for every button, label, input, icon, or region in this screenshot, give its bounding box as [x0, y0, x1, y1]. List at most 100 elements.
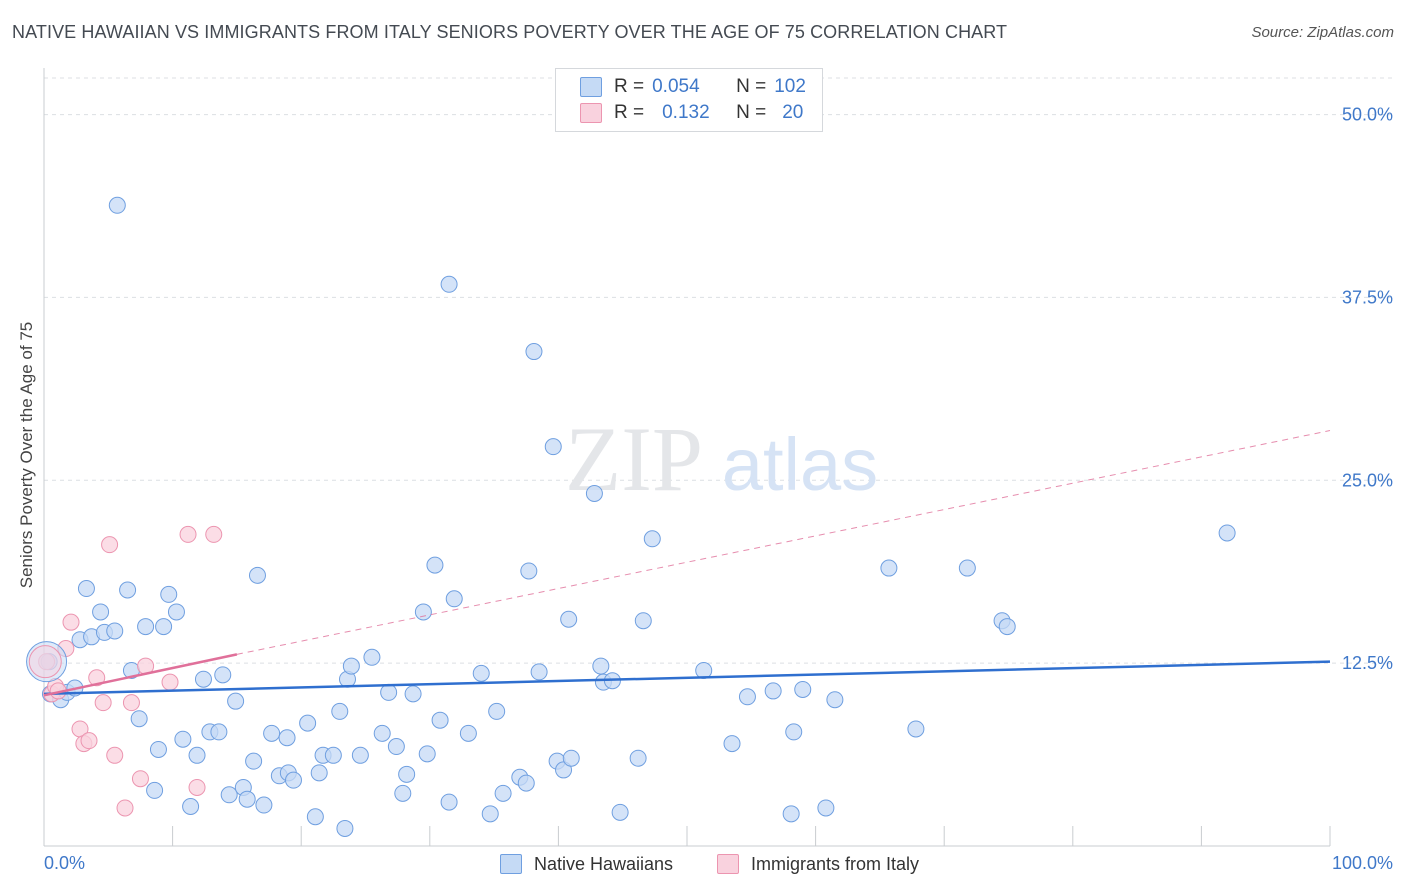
native-hawaiians-point — [182, 798, 200, 816]
bottom-legend-label: Immigrants from Italy — [751, 853, 920, 874]
native-hawaiians-point — [167, 603, 185, 621]
native-hawaiians-point — [342, 657, 360, 675]
y-axis-label: Seniors Poverty Over the Age of 75 — [17, 321, 36, 589]
immigrants-italy-point — [179, 525, 197, 543]
immigrants-italy-point — [88, 669, 106, 687]
native-hawaiians-point — [398, 765, 416, 783]
native-hawaiians-point — [998, 618, 1016, 636]
native-hawaiians-point — [517, 774, 535, 792]
r-value: 0.132 — [662, 102, 710, 123]
native-hawaiians-point — [431, 711, 449, 729]
native-hawaiians-point — [544, 438, 562, 456]
y-tick-label: 50.0% — [1342, 105, 1393, 125]
native-hawaiians-point — [324, 746, 342, 764]
native-hawaiians-point — [1218, 524, 1236, 542]
immigrants-italy-point — [94, 694, 112, 712]
native-hawaiians-point — [155, 618, 173, 636]
native-hawaiians-point — [440, 275, 458, 293]
native-hawaiians-point — [738, 688, 756, 706]
legend-row-immigrants-italy: R = 0.132 N = 20 — [580, 101, 803, 125]
native-hawaiians-point — [351, 746, 369, 764]
native-hawaiians-point — [238, 790, 256, 808]
native-hawaiians-point — [227, 692, 245, 710]
native-hawaiians-point — [414, 603, 432, 621]
native-hawaiians-point — [785, 723, 803, 741]
native-hawaiians-point — [643, 530, 661, 548]
immigrants-italy-trendline-projection — [236, 430, 1331, 655]
native-hawaiians-point — [210, 723, 228, 741]
native-hawaiians-point — [494, 784, 512, 802]
native-hawaiians-point — [336, 819, 354, 837]
r-value: 0.054 — [652, 76, 700, 97]
y-tick-label: 37.5% — [1342, 287, 1393, 307]
native-hawaiians-point — [160, 585, 178, 603]
native-hawaiians-point — [194, 670, 212, 688]
native-hawaiians-point — [174, 730, 192, 748]
native-hawaiians-point — [880, 559, 898, 577]
immigrants-italy-point — [188, 778, 206, 796]
native-hawaiians-point — [263, 724, 281, 742]
native-hawaiians-point — [488, 702, 506, 720]
native-hawaiians-point — [481, 805, 499, 823]
r-label: R = — [614, 76, 645, 97]
native-hawaiians-point — [248, 566, 266, 584]
native-hawaiians-point — [826, 691, 844, 709]
legend-row-native-hawaiians: R = 0.054 N = 102 — [580, 75, 806, 99]
native-hawaiians-point — [629, 749, 647, 767]
native-hawaiians-point — [520, 562, 538, 580]
immigrants-italy-point — [106, 746, 124, 764]
native-hawaiians-point — [426, 556, 444, 574]
native-hawaiians-point — [418, 745, 436, 763]
n-value: 102 — [774, 76, 806, 97]
native-hawaiians-point — [284, 771, 302, 789]
native-hawaiians-point — [723, 735, 741, 753]
watermark-atlas: atlas — [722, 423, 878, 506]
native-hawaiians-point — [255, 796, 273, 814]
n-label: N = — [736, 102, 767, 123]
native-hawaiians-point — [188, 746, 206, 764]
bottom-legend-label: Native Hawaiians — [534, 853, 674, 874]
immigrants-italy-point — [116, 799, 134, 817]
native-hawaiians-point — [130, 710, 148, 728]
native-hawaiians-point — [585, 484, 603, 502]
native-hawaiians-point — [611, 803, 629, 821]
native-hawaiians-point — [404, 685, 422, 703]
native-hawaiians-point — [592, 657, 610, 675]
native-hawaiians-point — [299, 714, 317, 732]
native-hawaiians-point — [306, 808, 324, 826]
immigrants-italy-point — [101, 536, 119, 554]
native-hawaiians-point — [149, 740, 167, 758]
native-hawaiians-point — [459, 724, 477, 742]
watermark-zip: ZIP — [565, 408, 703, 510]
native-hawaiians-point — [782, 805, 800, 823]
native-hawaiians-point — [764, 682, 782, 700]
native-hawaiians-point — [106, 622, 124, 640]
native-hawaiians-point — [817, 799, 835, 817]
native-hawaiians-point — [245, 752, 263, 770]
native-hawaiians-point — [387, 738, 405, 756]
blue-swatch-icon — [580, 77, 602, 97]
native-hawaiians-point — [530, 663, 548, 681]
native-hawaiians-point — [958, 559, 976, 577]
native-hawaiians-point — [331, 702, 349, 720]
native-hawaiians-point — [634, 612, 652, 630]
immigrants-italy-point — [205, 525, 223, 543]
pink-swatch-icon — [580, 103, 602, 123]
chart-title: NATIVE HAWAIIAN VS IMMIGRANTS FROM ITALY… — [12, 22, 1008, 42]
native-hawaiians-point — [445, 590, 463, 608]
y-tick-label: 25.0% — [1342, 470, 1393, 490]
native-hawaiians-point — [119, 581, 137, 599]
native-hawaiians-point — [108, 196, 126, 214]
n-label: N = — [736, 76, 767, 97]
bottom-legend-native-hawaiians: Native Hawaiians — [500, 852, 673, 876]
immigrants-italy-point — [122, 694, 140, 712]
native-hawaiians-point — [525, 343, 543, 361]
x-tick-label: 100.0% — [1332, 853, 1393, 873]
native-hawaiians-point — [77, 580, 95, 598]
native-hawaiians-point — [440, 793, 458, 811]
native-hawaiians-point — [794, 680, 812, 698]
native-hawaiians-trendline — [43, 660, 1331, 696]
pink-swatch-icon — [717, 854, 739, 874]
native-hawaiians-point — [472, 664, 490, 682]
